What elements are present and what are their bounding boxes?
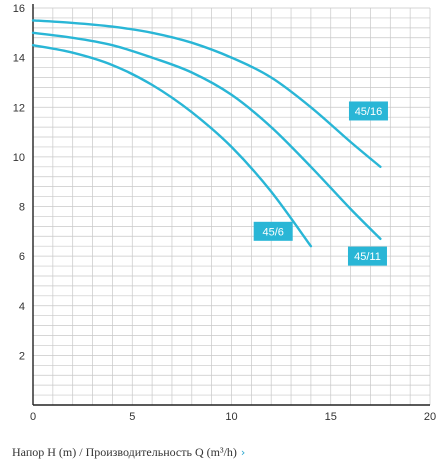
- y-tick-label: 14: [13, 53, 25, 65]
- y-tick-label: 2: [19, 350, 25, 362]
- series-line-45-16: [31, 19, 382, 168]
- y-tick-label: 10: [13, 152, 25, 164]
- y-tick-label: 12: [13, 102, 25, 114]
- caption-text: Напор H (m) / Производительность Q (m³/h…: [12, 445, 237, 459]
- series-label-box: [348, 101, 388, 121]
- series-label-text: 45/16: [355, 106, 383, 118]
- y-tick-label: 4: [19, 301, 25, 313]
- x-tick-label: 10: [225, 411, 237, 423]
- series-line-45-6: [31, 44, 313, 248]
- series-label-box: [347, 246, 387, 266]
- pump-curve-chart: 0 5 10 15 20 2 4 6 8 10 12 14 16 45/16 45/11 45/6: [13, 3, 436, 423]
- y-tick-label: 16: [13, 3, 25, 15]
- series-line-45-11: [31, 31, 382, 240]
- chart-caption[interactable]: Напор H (m) / Производительность Q (m³/h…: [12, 442, 432, 462]
- series-label-text: 45/6: [262, 226, 283, 238]
- chevron-right-icon: ›: [240, 446, 246, 459]
- x-tick-label: 5: [129, 411, 135, 423]
- x-tick-label: 20: [424, 411, 436, 423]
- y-tick-label: 6: [19, 251, 25, 263]
- series-label-box: [253, 221, 293, 241]
- y-tick-label: 8: [19, 202, 25, 214]
- series-label-text: 45/11: [354, 251, 381, 263]
- x-tick-label: 0: [30, 411, 36, 423]
- chart-svg: 0 5 10 15 20 2 4 6 8 10 12 14 16 45/16 45/11 45/6: [13, 3, 436, 423]
- x-tick-label: 15: [325, 411, 337, 423]
